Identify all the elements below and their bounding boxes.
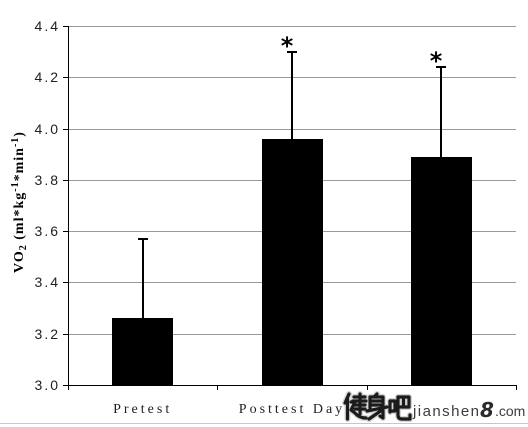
- y-axis-title-part: (ml*kg: [12, 192, 27, 245]
- y-axis-title-superscript: -1: [10, 181, 21, 191]
- significance-marker: *: [430, 47, 443, 75]
- watermark-logo: [342, 391, 413, 422]
- y-axis-title: VO2 (ml*kg-1*min-1): [10, 131, 29, 273]
- bars: [112, 139, 472, 385]
- y-axis-title-part: *min: [12, 147, 27, 181]
- axes: [63, 26, 517, 390]
- y-axis-title-part: ): [12, 131, 27, 137]
- watermark-logo-glyphs: [343, 392, 412, 421]
- y-axis-title-subscript: 2: [18, 244, 29, 250]
- y-tick-label: 3.2: [35, 326, 60, 342]
- y-tick-label: 4.0: [35, 121, 60, 137]
- y-tick-label: 3.6: [35, 223, 60, 239]
- y-axis-title-part: VO: [12, 250, 27, 273]
- y-axis-title-superscript: -1: [10, 137, 21, 147]
- significance-marker: *: [281, 32, 294, 60]
- y-tick-label: 3.4: [35, 274, 60, 290]
- bar: [411, 157, 472, 385]
- x-tick-label: Posttest Day: [239, 402, 345, 417]
- chart-labels: 3.0 3.2 3.4 3.6 3.8 4.0 4.2 4.4 Pretest * Posttest…: [10, 18, 443, 417]
- watermark: jianshen 8 .com: [342, 391, 528, 422]
- y-tick-label: 4.2: [35, 69, 60, 85]
- y-tick-label: 4.4: [35, 18, 60, 34]
- error-bar: [287, 51, 297, 139]
- error-bar: [436, 66, 446, 157]
- watermark-site-domain: .com: [495, 403, 525, 419]
- y-tick-label: 3.0: [35, 377, 60, 393]
- watermark-site-digit: 8: [480, 398, 494, 422]
- y-tick-label: 3.8: [35, 172, 60, 188]
- error-bar: [138, 238, 148, 318]
- error-bars: [138, 51, 446, 318]
- bar: [262, 139, 323, 385]
- bar: [112, 318, 173, 385]
- watermark-site-name: jianshen: [412, 403, 479, 420]
- x-tick-label: Pretest: [113, 402, 172, 417]
